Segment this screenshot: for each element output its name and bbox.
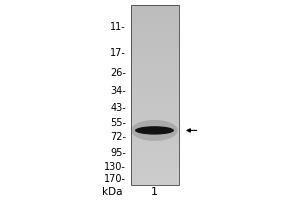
Text: 26-: 26- [110,68,126,78]
Bar [131,50,178,53]
Bar [131,155,178,158]
Bar [131,101,178,104]
Bar [131,20,178,23]
Bar [131,23,178,26]
Bar [131,44,178,47]
Bar [131,89,178,92]
Bar [131,128,178,131]
Text: 11-: 11- [110,22,126,32]
Bar [131,152,178,155]
Bar [131,35,178,38]
Bar [131,47,178,50]
Bar [131,113,178,116]
Bar [131,8,178,11]
Bar [131,41,178,44]
Bar [131,77,178,80]
Text: 1: 1 [151,187,158,197]
Bar [131,107,178,110]
Bar [131,143,178,146]
Bar [131,176,178,179]
Bar [131,95,178,98]
Bar [131,38,178,41]
Bar [131,80,178,83]
Text: 170-: 170- [104,174,126,184]
Bar [131,146,178,149]
Bar [131,131,178,134]
Text: 34-: 34- [110,86,126,96]
Bar [131,173,178,176]
Text: 43-: 43- [110,103,126,113]
Bar [131,170,178,173]
Bar [131,98,178,101]
Bar [131,92,178,95]
Bar [131,119,178,122]
Bar [131,167,178,170]
Bar [131,5,178,185]
Bar [131,134,178,137]
Bar [131,104,178,107]
Bar [131,125,178,128]
Text: 130-: 130- [104,162,126,172]
Bar [131,86,178,89]
Bar [131,5,178,8]
Bar [131,65,178,68]
Bar [131,14,178,17]
Text: 72-: 72- [110,132,126,142]
Bar [131,62,178,65]
Ellipse shape [131,120,178,141]
Bar [131,137,178,140]
Text: 17-: 17- [110,48,126,58]
Bar [131,158,178,161]
Bar [131,59,178,62]
Text: 55-: 55- [110,118,126,128]
Bar [131,179,178,182]
Bar [131,29,178,32]
Ellipse shape [135,126,174,135]
Bar [131,149,178,152]
Bar [131,83,178,86]
Bar [131,116,178,119]
Bar [131,32,178,35]
Bar [131,71,178,74]
Text: kDa: kDa [102,187,123,197]
Bar [131,26,178,29]
Bar [131,110,178,113]
Bar [131,56,178,59]
Bar [131,122,178,125]
Text: 95-: 95- [110,148,126,158]
Bar [131,11,178,14]
Bar [131,53,178,56]
Bar [131,68,178,71]
Bar [131,17,178,20]
Bar [131,161,178,164]
Bar [131,164,178,167]
Bar [131,140,178,143]
Bar [131,182,178,185]
Bar [131,74,178,77]
